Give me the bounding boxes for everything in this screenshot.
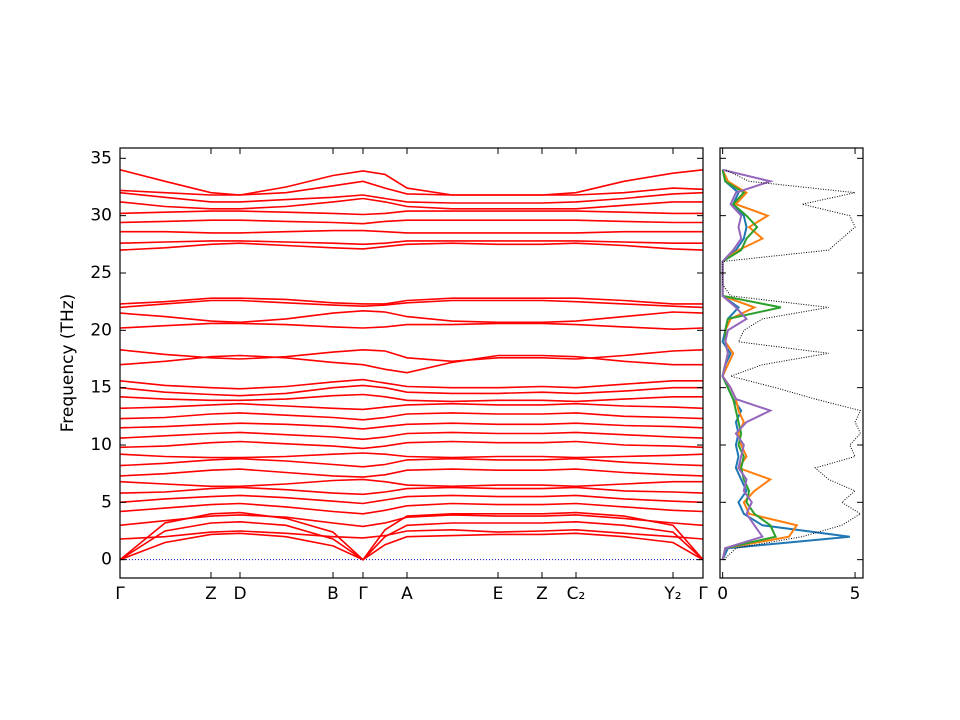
band [119, 240, 703, 246]
band [119, 511, 704, 561]
band [119, 297, 703, 305]
band [119, 393, 703, 403]
partial-dos [721, 169, 799, 560]
band [119, 440, 704, 450]
y-axis-label: Frequency (THz) [58, 294, 78, 433]
y-tick-label: 20 [90, 320, 112, 340]
plot-frame [119, 147, 704, 579]
band [119, 431, 704, 441]
band [119, 169, 704, 196]
y-tick-label: 35 [90, 148, 112, 168]
x-tick-label: Γ [698, 584, 708, 604]
x-tick-label: Γ [115, 584, 125, 604]
band [119, 219, 703, 225]
y-tick-label: 25 [90, 263, 112, 283]
band [119, 486, 704, 496]
x-tick-label: Y₂ [663, 584, 681, 604]
band [119, 197, 703, 210]
x-tick-label: 5 [850, 584, 861, 604]
x-tick-label: Γ [358, 584, 368, 604]
band [119, 494, 704, 505]
band [119, 309, 704, 324]
band [119, 384, 703, 397]
band [119, 402, 704, 411]
y-tick-label: 0 [101, 550, 112, 570]
band [120, 229, 703, 234]
x-tick-label: C₂ [567, 584, 586, 604]
band [119, 514, 704, 528]
total-dos [722, 169, 862, 561]
y-tick-label: 5 [101, 492, 112, 512]
x-tick-label: E [493, 584, 504, 604]
x-tick-label: 0 [717, 584, 728, 604]
band [119, 422, 704, 430]
band [119, 412, 704, 421]
band [119, 210, 703, 216]
band [119, 457, 704, 468]
band [119, 378, 703, 390]
band [119, 354, 703, 374]
band [119, 478, 703, 488]
x-tick-label: Z [205, 584, 217, 604]
band [119, 322, 704, 331]
band [119, 528, 704, 540]
x-tick-label: D [233, 584, 246, 604]
band [119, 180, 704, 196]
y-tick-label: 10 [90, 435, 112, 455]
y-tick-label: 30 [90, 206, 112, 226]
band [119, 348, 704, 363]
band [119, 520, 704, 561]
x-tick-label: Z [536, 584, 548, 604]
band [119, 242, 704, 251]
x-tick-label: B [327, 584, 339, 604]
band [119, 299, 704, 309]
partial-dos [721, 168, 774, 560]
band [119, 191, 704, 204]
plot-frame [719, 147, 864, 579]
y-tick-label: 15 [90, 378, 112, 398]
x-tick-label: A [401, 584, 413, 604]
band [119, 452, 704, 459]
band [119, 532, 704, 561]
partial-dos [721, 169, 850, 561]
band [119, 502, 704, 515]
band [119, 468, 704, 478]
